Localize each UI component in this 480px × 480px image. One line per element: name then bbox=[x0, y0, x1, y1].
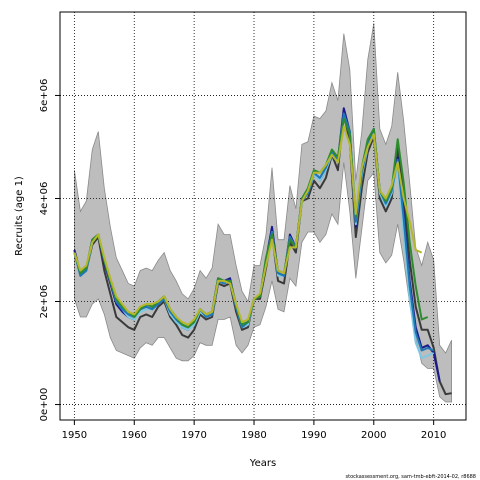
x-tick-label: 1950 bbox=[62, 430, 87, 441]
series-line-6 bbox=[73, 125, 423, 326]
x-tick-label: 1970 bbox=[181, 430, 206, 441]
y-tick-label: 6e+06 bbox=[39, 79, 50, 113]
plot-frame bbox=[59, 11, 467, 421]
x-tick-label: 1980 bbox=[241, 430, 266, 441]
y-axis-label: Recruits (age 1) bbox=[14, 176, 25, 256]
series-layer bbox=[73, 107, 452, 396]
confidence-band bbox=[74, 23, 452, 403]
x-axis-label: Years bbox=[249, 458, 276, 469]
x-tick-label: 1960 bbox=[122, 430, 147, 441]
y-tick-label: 0e+00 bbox=[39, 388, 50, 422]
x-tick-label: 2000 bbox=[361, 430, 386, 441]
x-tick-label: 1990 bbox=[301, 430, 326, 441]
y-axis: 0e+00 2e+06 4e+06 6e+06 bbox=[39, 79, 60, 422]
y-tick-label: 2e+06 bbox=[39, 285, 50, 319]
x-axis: 1950 1960 1970 1980 1990 2000 2010 bbox=[62, 420, 446, 441]
x-tick-label: 2010 bbox=[421, 430, 446, 441]
footnote: stockassessment.org, sam-tmb-ebft-2014-0… bbox=[346, 474, 476, 480]
confidence-band-layer bbox=[74, 23, 452, 403]
y-tick-label: 4e+06 bbox=[39, 182, 50, 216]
